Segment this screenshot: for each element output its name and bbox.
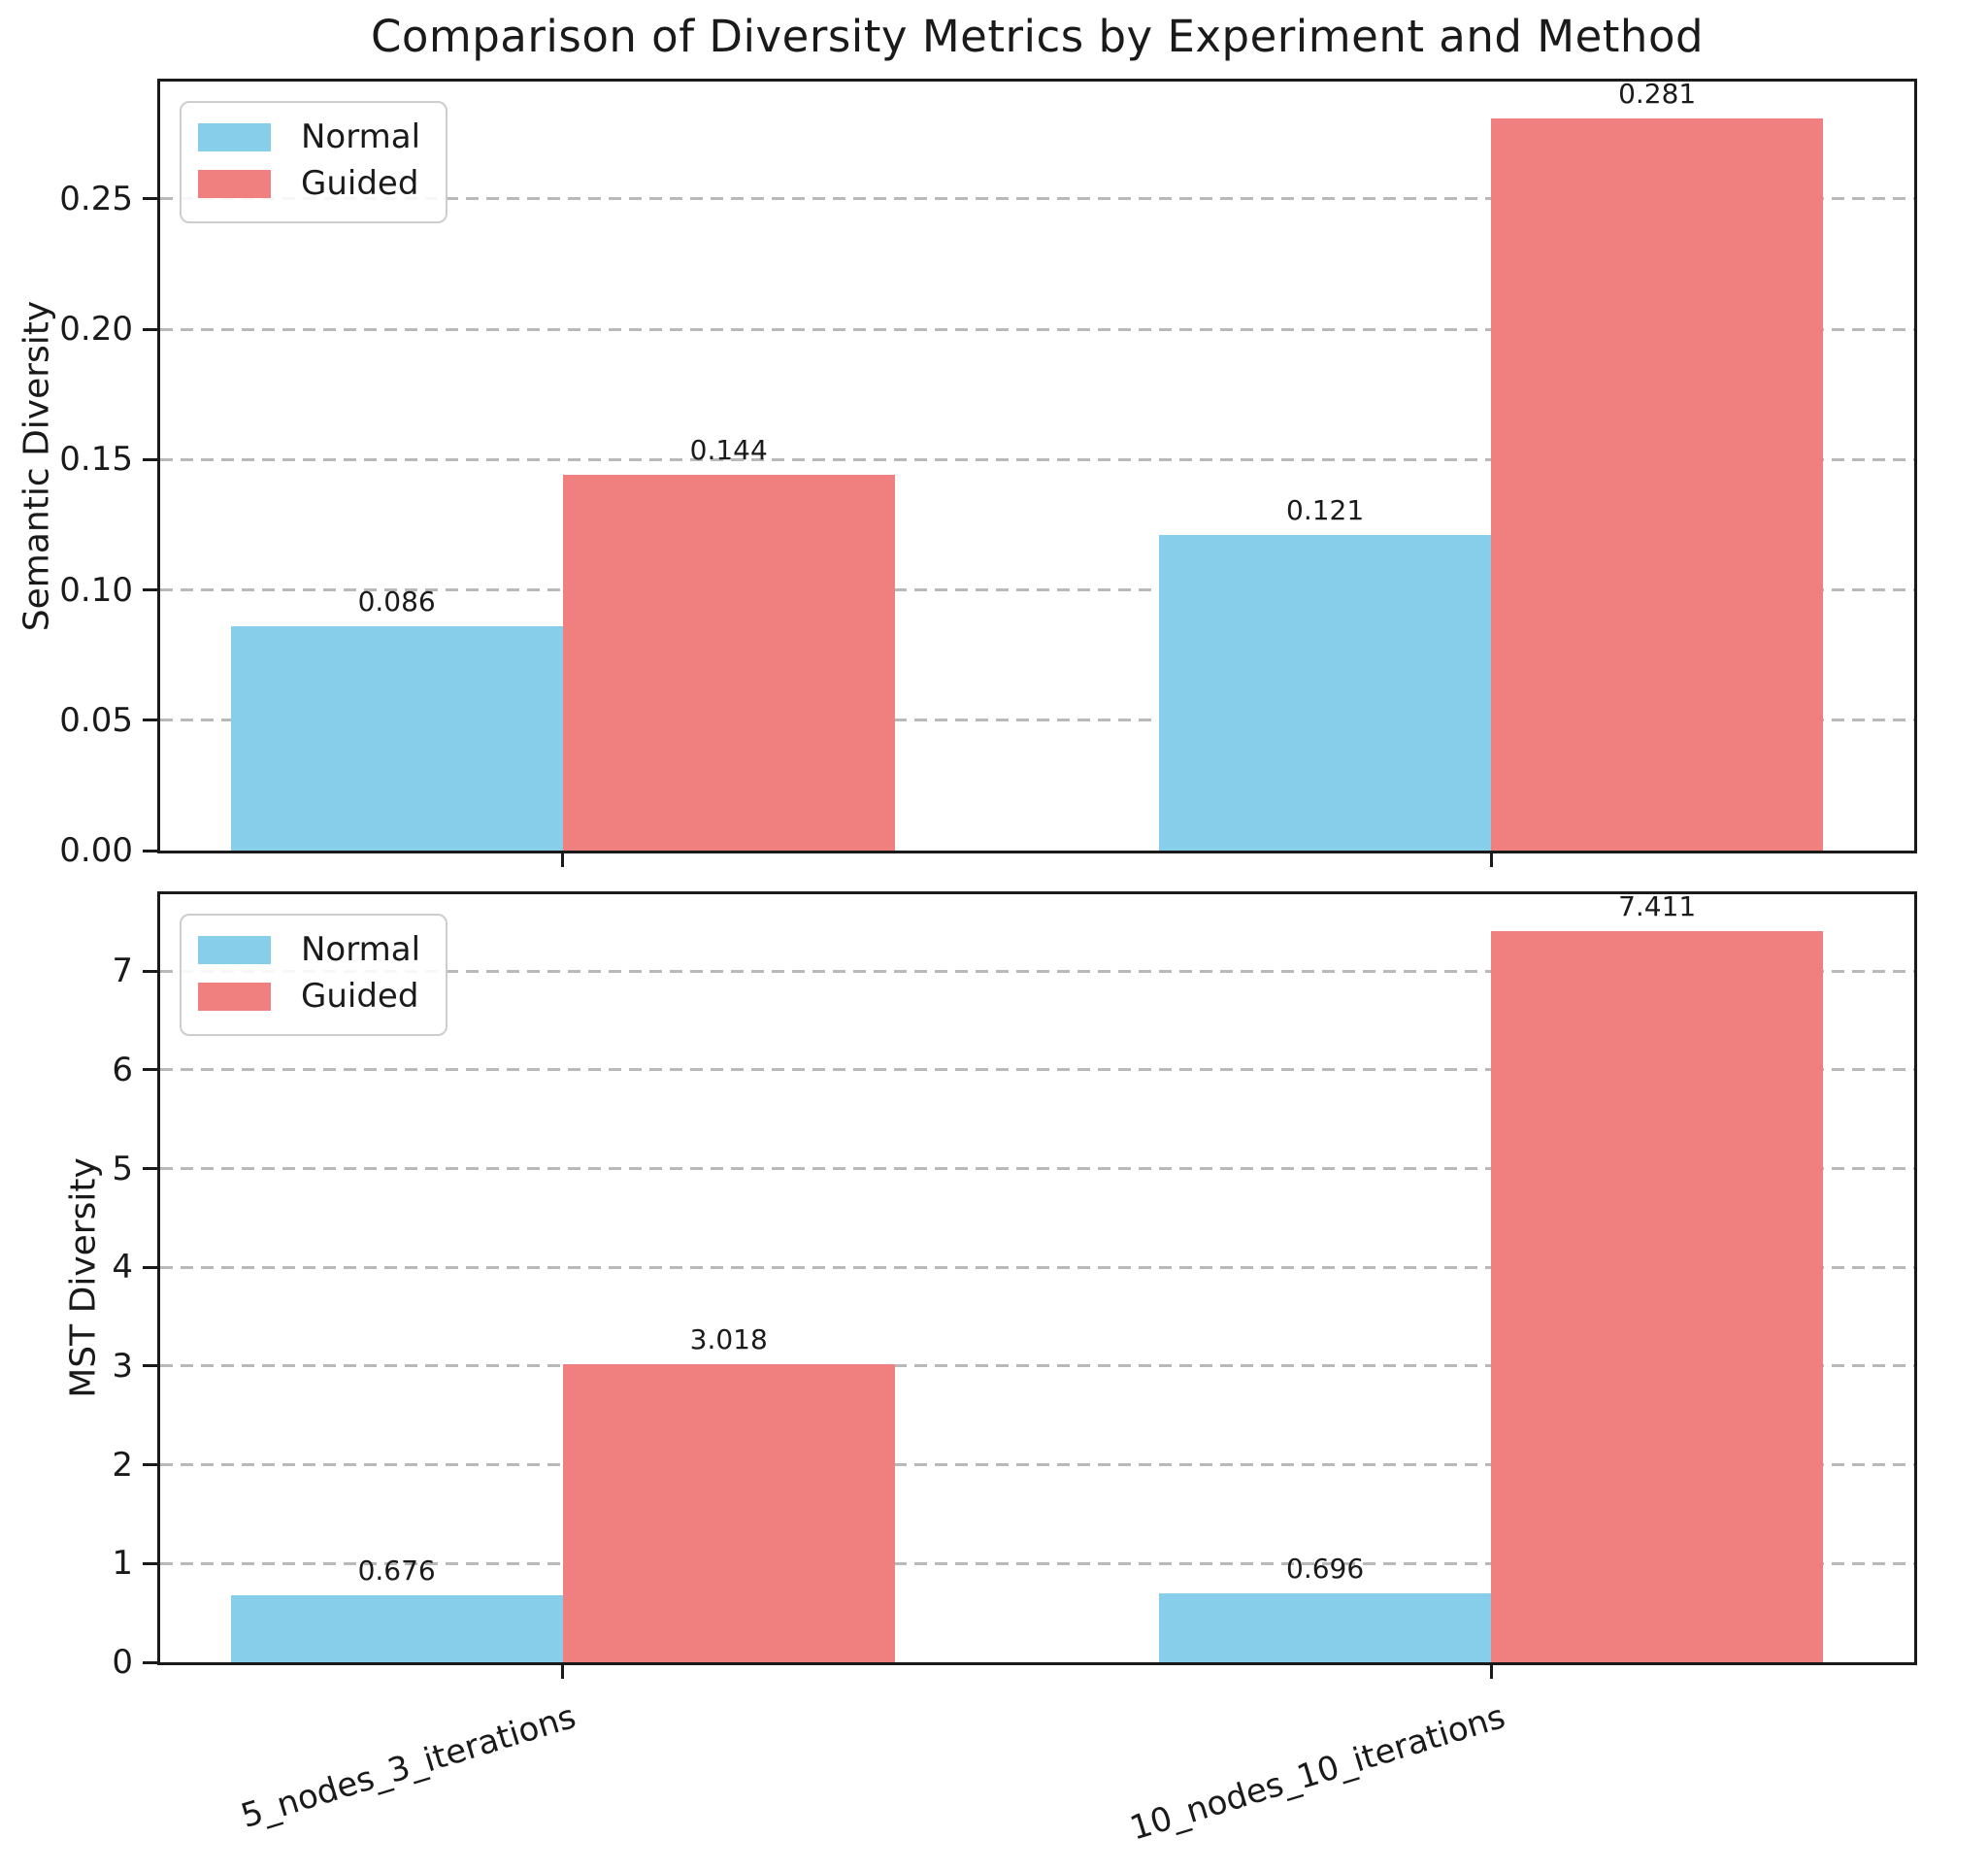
bar-guided-1 xyxy=(1491,930,1824,1662)
legend-item-normal: Normal xyxy=(198,929,446,970)
gridline xyxy=(160,588,1914,592)
y-tick-mark xyxy=(143,327,157,331)
x-tick-label-5-nodes-3-iterations: 5_nodes_3_iterations xyxy=(236,1697,580,1836)
y-tick-label: 7 xyxy=(112,952,133,991)
legend: Normal Guided xyxy=(180,101,447,223)
bar-guided-1 xyxy=(1491,117,1824,851)
bar-value-label: 0.086 xyxy=(357,585,436,618)
legend-swatch-guided xyxy=(198,982,271,1011)
y-tick-mark xyxy=(143,1167,157,1171)
gridline xyxy=(160,1364,1914,1368)
x-tick-label-10-nodes-10-iterations: 10_nodes_10_iterations xyxy=(1125,1697,1509,1849)
y-tick-label: 3 xyxy=(112,1346,133,1386)
y-tick-mark xyxy=(143,1364,157,1368)
legend-item-guided: Guided xyxy=(198,163,446,204)
legend-swatch-guided xyxy=(198,169,271,198)
y-tick-label: 6 xyxy=(112,1050,133,1089)
bar-normal-0 xyxy=(230,1595,563,1662)
gridline xyxy=(160,719,1914,722)
gridline xyxy=(160,969,1914,973)
y-tick-label: 4 xyxy=(112,1248,133,1287)
y-tick-mark xyxy=(143,197,157,201)
y-tick-mark xyxy=(143,1463,157,1467)
bar-value-label: 3.018 xyxy=(689,1323,768,1356)
y-tick-label: 0.10 xyxy=(59,570,133,610)
y-tick-mark xyxy=(143,849,157,852)
gridline xyxy=(160,1068,1914,1072)
y-tick-label: 2 xyxy=(112,1445,133,1485)
legend: Normal Guided xyxy=(180,914,447,1036)
bar-normal-0 xyxy=(230,626,563,851)
y-tick-mark xyxy=(143,1561,157,1565)
legend-swatch-normal xyxy=(198,935,271,964)
gridline xyxy=(160,457,1914,461)
y-tick-mark xyxy=(143,588,157,592)
gridline xyxy=(160,197,1914,201)
legend-label-guided: Guided xyxy=(301,164,419,203)
bar-normal-1 xyxy=(1159,1593,1492,1662)
x-tick-mark xyxy=(1489,1665,1493,1679)
chart-title: Comparison of Diversity Metrics by Exper… xyxy=(370,11,1705,62)
bar-value-label: 7.411 xyxy=(1618,889,1697,922)
y-tick-mark xyxy=(143,969,157,973)
legend-swatch-normal xyxy=(198,122,271,151)
gridline xyxy=(160,1463,1914,1467)
legend-label-normal: Normal xyxy=(301,117,421,156)
y-tick-label: 0.20 xyxy=(59,310,133,350)
legend-label-normal: Normal xyxy=(301,930,421,969)
gridline xyxy=(160,327,1914,331)
bar-value-label: 0.121 xyxy=(1286,494,1365,527)
y-tick-label: 0 xyxy=(112,1643,133,1682)
gridline xyxy=(160,1167,1914,1171)
y-tick-label: 0.25 xyxy=(59,179,133,218)
legend-label-guided: Guided xyxy=(301,977,419,1016)
y-tick-mark xyxy=(143,719,157,722)
y-tick-mark xyxy=(143,1068,157,1072)
bar-value-label: 0.676 xyxy=(357,1554,436,1588)
bar-value-label: 0.696 xyxy=(1286,1553,1365,1586)
gridline xyxy=(160,1561,1914,1565)
mst-diversity-plot: Normal Guided 0 1 2 3 4 5 6 7 0.676 0.696 3.018 7.4… xyxy=(112,889,1917,1679)
semantic-diversity-plot: Normal Guided 0.00 0.05 0.10 0.15 0.20 0.25 0.… xyxy=(59,77,1917,867)
x-tick-mark xyxy=(1489,853,1493,867)
y-tick-mark xyxy=(143,457,157,461)
y-tick-mark xyxy=(143,1660,157,1664)
legend-item-normal: Normal xyxy=(198,117,446,157)
bar-value-label: 0.281 xyxy=(1618,77,1697,110)
y-tick-mark xyxy=(143,1265,157,1269)
bar-normal-1 xyxy=(1159,535,1492,851)
x-tick-mark xyxy=(561,1665,565,1679)
y-tick-label: 1 xyxy=(112,1544,133,1584)
y-tick-label: 5 xyxy=(112,1149,133,1188)
y-tick-label: 0.05 xyxy=(59,700,133,740)
x-tick-mark xyxy=(561,853,565,867)
bar-value-label: 0.144 xyxy=(689,434,768,467)
y-tick-label: 0.15 xyxy=(59,440,133,480)
bar-guided-0 xyxy=(562,1364,895,1662)
bar-guided-0 xyxy=(562,475,895,851)
gridline xyxy=(160,1265,1914,1269)
y-tick-label: 0.00 xyxy=(59,831,133,870)
legend-item-guided: Guided xyxy=(198,976,446,1017)
